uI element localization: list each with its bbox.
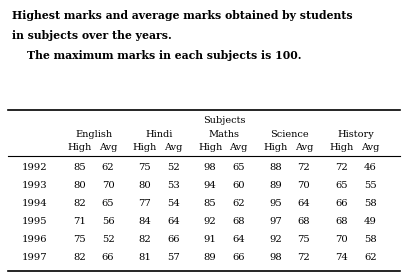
Text: 57: 57 [167, 253, 180, 262]
Text: 65: 65 [102, 199, 114, 208]
Text: 52: 52 [102, 235, 115, 244]
Text: 94: 94 [204, 181, 217, 190]
Text: Science: Science [271, 130, 309, 139]
Text: 62: 62 [233, 199, 245, 208]
Text: Highest marks and average marks obtained by students: Highest marks and average marks obtained… [12, 10, 353, 21]
Text: 71: 71 [73, 217, 86, 226]
Text: Avg: Avg [295, 144, 313, 152]
Text: 75: 75 [297, 235, 310, 244]
Text: 1994: 1994 [22, 199, 48, 208]
Text: 55: 55 [364, 181, 377, 190]
Text: 1992: 1992 [22, 163, 47, 172]
Text: 98: 98 [269, 253, 282, 262]
Text: 68: 68 [336, 217, 348, 226]
Text: 58: 58 [364, 235, 377, 244]
Text: 68: 68 [233, 217, 245, 226]
Text: 46: 46 [364, 163, 377, 172]
Text: Maths: Maths [209, 130, 240, 139]
Text: 64: 64 [167, 217, 180, 226]
Text: 66: 66 [167, 235, 180, 244]
Text: 54: 54 [167, 199, 180, 208]
Text: High: High [133, 144, 157, 152]
Text: 80: 80 [138, 181, 151, 190]
Text: 64: 64 [297, 199, 310, 208]
Text: 72: 72 [335, 163, 348, 172]
Text: 81: 81 [138, 253, 151, 262]
Text: 92: 92 [269, 235, 282, 244]
Text: 82: 82 [73, 253, 86, 262]
Text: 97: 97 [269, 217, 282, 226]
Text: 60: 60 [233, 181, 245, 190]
Text: 65: 65 [233, 163, 245, 172]
Text: 92: 92 [204, 217, 217, 226]
Text: Hindi: Hindi [145, 130, 173, 139]
Text: 95: 95 [269, 199, 282, 208]
Text: 89: 89 [204, 253, 217, 262]
Text: High: High [330, 144, 354, 152]
Text: 49: 49 [364, 217, 377, 226]
Text: 72: 72 [297, 253, 310, 262]
Text: High: High [263, 144, 288, 152]
Text: 1995: 1995 [22, 217, 47, 226]
Text: 1993: 1993 [22, 181, 47, 190]
Text: 66: 66 [336, 199, 348, 208]
Text: 82: 82 [138, 235, 151, 244]
Text: English: English [75, 130, 112, 139]
Text: 74: 74 [335, 253, 348, 262]
Text: 56: 56 [102, 217, 114, 226]
Text: 70: 70 [335, 235, 348, 244]
Text: Avg: Avg [99, 144, 118, 152]
Text: 53: 53 [167, 181, 180, 190]
Text: 82: 82 [73, 199, 86, 208]
Text: 88: 88 [269, 163, 282, 172]
Text: 68: 68 [298, 217, 310, 226]
Text: 75: 75 [73, 235, 86, 244]
Text: Avg: Avg [229, 144, 248, 152]
Text: 64: 64 [232, 235, 245, 244]
Text: 62: 62 [364, 253, 377, 262]
Text: Subjects: Subjects [203, 116, 246, 125]
Text: Avg: Avg [361, 144, 380, 152]
Text: 58: 58 [364, 199, 377, 208]
Text: 65: 65 [336, 181, 348, 190]
Text: 89: 89 [269, 181, 282, 190]
Text: 72: 72 [297, 163, 310, 172]
Text: 66: 66 [102, 253, 114, 262]
Text: High: High [67, 144, 92, 152]
Text: 1997: 1997 [22, 253, 47, 262]
Text: 80: 80 [73, 181, 86, 190]
Text: 1996: 1996 [22, 235, 47, 244]
Text: 91: 91 [204, 235, 217, 244]
Text: The maximum marks in each subjects is 100.: The maximum marks in each subjects is 10… [12, 50, 302, 61]
Text: 75: 75 [138, 163, 151, 172]
Text: 62: 62 [102, 163, 114, 172]
Text: 85: 85 [73, 163, 86, 172]
Text: 52: 52 [167, 163, 180, 172]
Text: 98: 98 [204, 163, 217, 172]
Text: History: History [338, 130, 375, 139]
Text: 77: 77 [138, 199, 151, 208]
Text: Avg: Avg [164, 144, 183, 152]
Text: 70: 70 [297, 181, 310, 190]
Text: in subjects over the years.: in subjects over the years. [12, 30, 172, 41]
Text: 84: 84 [138, 217, 151, 226]
Text: 85: 85 [204, 199, 217, 208]
Text: 66: 66 [233, 253, 245, 262]
Text: 70: 70 [102, 181, 115, 190]
Text: High: High [198, 144, 222, 152]
